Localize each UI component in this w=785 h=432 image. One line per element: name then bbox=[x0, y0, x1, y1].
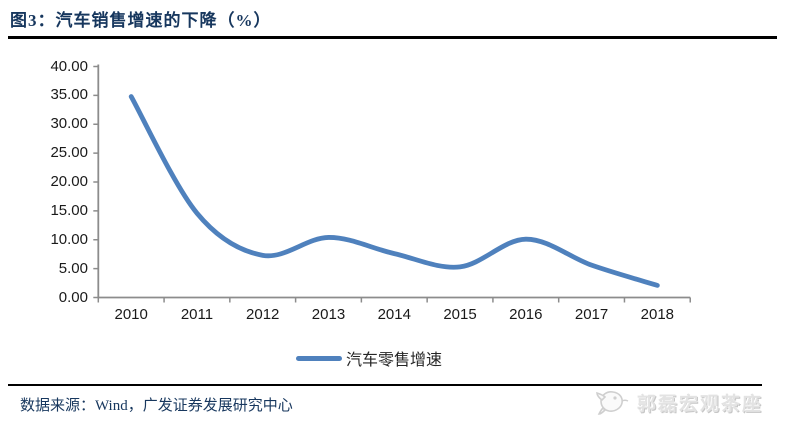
x-tick-label: 2014 bbox=[377, 306, 411, 323]
y-tick-label: 25.00 bbox=[50, 144, 88, 162]
x-tick-label: 2010 bbox=[114, 306, 148, 323]
y-tick-label: 40.00 bbox=[50, 57, 88, 75]
watermark-label: 郭磊宏观茶座 bbox=[636, 393, 763, 415]
footer-divider bbox=[8, 384, 762, 386]
data-source-note: 数据来源：Wind，广发证券发展研究中心 bbox=[20, 398, 293, 414]
y-tick-label: 30.00 bbox=[50, 115, 88, 133]
x-tick-label: 2011 bbox=[180, 306, 214, 323]
legend: 汽车零售增速 bbox=[296, 346, 442, 370]
x-tick-label: 2015 bbox=[443, 306, 477, 323]
figure-title: 图3：汽车销售增速的下降（%） bbox=[10, 11, 272, 30]
watermark: 郭磊宏观茶座 bbox=[595, 387, 763, 417]
title-divider bbox=[8, 36, 777, 39]
y-tick-label: 0.00 bbox=[58, 288, 88, 306]
fish-logo-icon bbox=[596, 391, 629, 415]
y-tick-label: 10.00 bbox=[50, 230, 88, 248]
x-tick-label: 2013 bbox=[311, 306, 346, 323]
y-tick-label: 35.00 bbox=[50, 86, 88, 104]
x-tick-label: 2012 bbox=[246, 306, 280, 323]
x-tick-label: 2017 bbox=[574, 306, 609, 323]
y-tick-label: 5.00 bbox=[58, 259, 88, 277]
x-tick-label: 2018 bbox=[640, 306, 675, 323]
legend-label: 汽车零售增速 bbox=[346, 352, 443, 369]
x-tick-label: 2016 bbox=[509, 306, 543, 323]
y-tick-label: 15.00 bbox=[50, 201, 88, 219]
legend-line-marker bbox=[296, 355, 342, 361]
y-tick-label: 20.00 bbox=[50, 173, 88, 190]
